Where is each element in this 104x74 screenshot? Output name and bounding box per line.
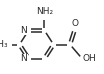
Text: N: N (21, 54, 27, 63)
Text: OH: OH (83, 54, 97, 63)
Text: NH₂: NH₂ (36, 7, 53, 16)
Text: CH₃: CH₃ (0, 40, 9, 49)
Text: O: O (71, 19, 79, 28)
Text: N: N (21, 26, 27, 35)
